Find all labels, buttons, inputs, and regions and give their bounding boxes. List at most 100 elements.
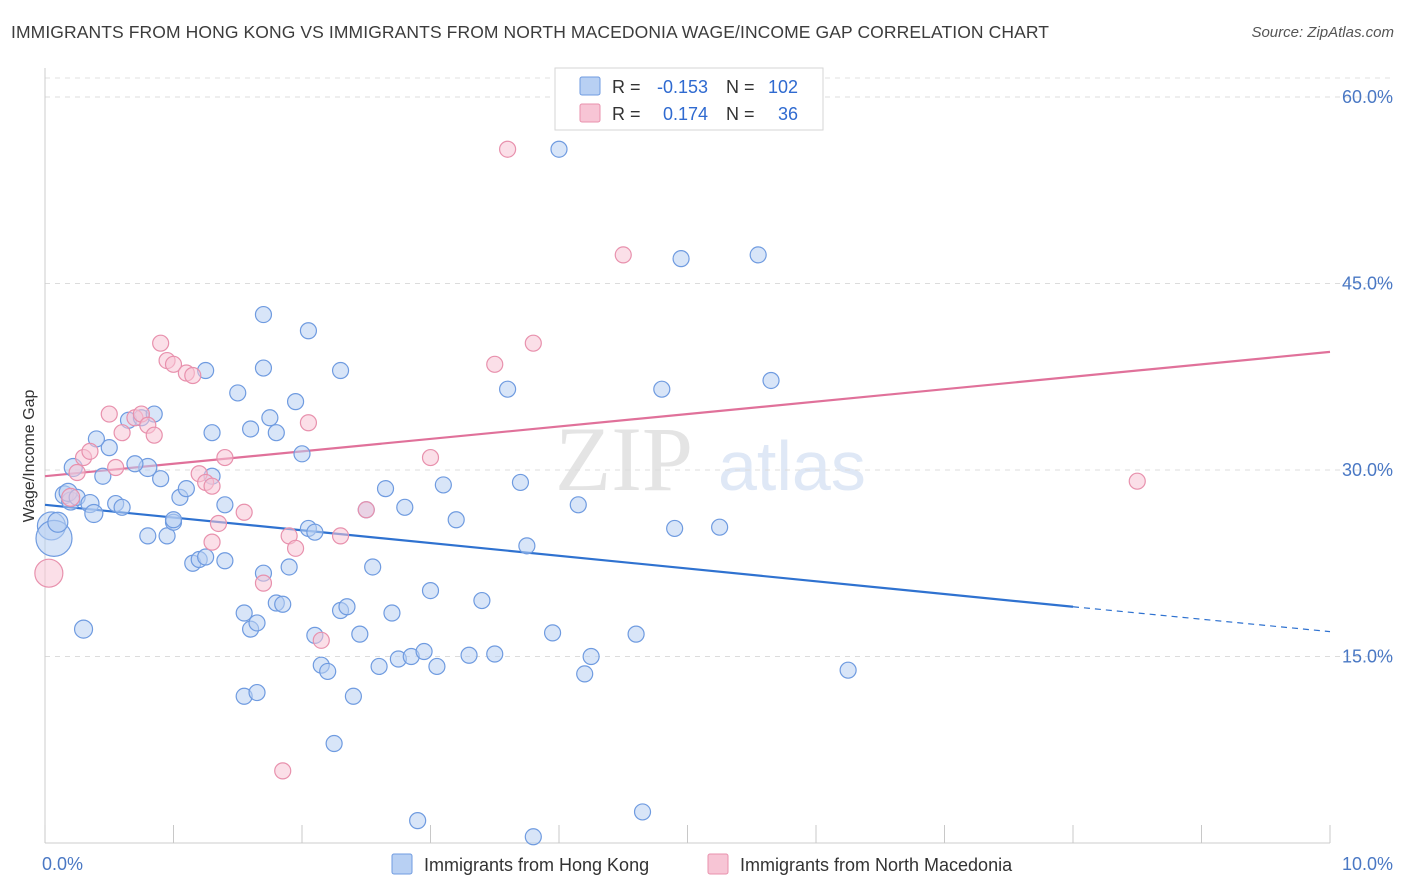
x-tick-label-min: 0.0% <box>42 854 83 874</box>
point-hong-kong <box>139 527 157 545</box>
bottom-legend-label-macedonia: Immigrants from North Macedonia <box>740 855 1013 875</box>
point-macedonia <box>81 442 99 460</box>
point-hong-kong <box>447 511 465 529</box>
point-hong-kong <box>499 380 517 398</box>
x-tick-labels: 0.0% 10.0% <box>42 854 1393 874</box>
point-hong-kong <box>839 661 857 679</box>
point-macedonia <box>209 514 228 533</box>
bottom-legend-swatch-hong-kong <box>391 853 413 875</box>
point-hong-kong <box>248 683 266 702</box>
point-hong-kong <box>569 496 587 514</box>
stats-legend: R = -0.153 N = 102 R = 0.174 N = 36 <box>554 67 824 131</box>
point-hong-kong <box>364 558 382 576</box>
point-macedonia <box>164 355 183 373</box>
point-macedonia <box>216 448 234 467</box>
point-macedonia <box>145 426 163 444</box>
point-macedonia <box>421 448 440 467</box>
point-hong-kong <box>242 420 260 438</box>
point-macedonia <box>524 334 542 352</box>
y-tick-label: 60.0% <box>1342 87 1393 107</box>
point-hong-kong <box>711 518 729 536</box>
y-tick-labels: 15.0% 30.0% 45.0% 60.0% <box>1342 87 1393 667</box>
point-hong-kong <box>749 246 767 264</box>
point-hong-kong <box>633 803 652 821</box>
point-hong-kong <box>280 558 298 576</box>
point-macedonia <box>286 539 305 557</box>
point-hong-kong <box>235 604 253 622</box>
point-hong-kong <box>113 498 131 516</box>
point-hong-kong <box>216 496 234 514</box>
point-macedonia <box>312 631 330 649</box>
y-tick-label: 30.0% <box>1342 460 1393 480</box>
point-hong-kong <box>248 614 266 632</box>
point-hong-kong <box>421 582 440 600</box>
point-hong-kong <box>267 424 285 442</box>
legend-r-value-2: 0.174 <box>663 104 708 124</box>
point-macedonia <box>68 463 86 482</box>
point-macedonia <box>331 527 350 545</box>
x-tick-label-max: 10.0% <box>1342 854 1393 874</box>
point-macedonia <box>486 355 504 373</box>
point-hong-kong <box>415 642 433 661</box>
chart-title: IMMIGRANTS FROM HONG KONG VS IMMIGRANTS … <box>11 22 1050 42</box>
legend-n-label-1: N = <box>726 77 755 97</box>
point-hong-kong <box>164 511 183 529</box>
legend-n-label-2: N = <box>726 104 755 124</box>
watermark-atlas: atlas <box>718 427 866 505</box>
point-hong-kong <box>319 662 337 681</box>
point-hong-kong <box>100 439 118 457</box>
point-hong-kong <box>550 140 568 158</box>
point-hong-kong <box>666 519 684 538</box>
point-hong-kong <box>254 359 273 377</box>
y-tick-label: 45.0% <box>1342 274 1393 294</box>
series-legend: Immigrants from Hong Kong Immigrants fro… <box>391 853 1013 875</box>
point-hong-kong <box>351 625 369 643</box>
point-macedonia <box>34 558 64 588</box>
point-hong-kong <box>47 511 69 533</box>
point-macedonia <box>499 140 517 158</box>
point-hong-kong <box>94 467 112 485</box>
point-hong-kong <box>653 380 671 398</box>
point-hong-kong <box>428 657 446 676</box>
point-macedonia <box>61 487 81 507</box>
point-hong-kong <box>376 480 395 498</box>
legend-r-label-1: R = <box>612 77 641 97</box>
point-hong-kong <box>762 371 780 390</box>
legend-n-value-2: 36 <box>778 104 798 124</box>
point-hong-kong <box>152 470 170 488</box>
point-hong-kong <box>84 503 104 524</box>
point-hong-kong <box>511 473 530 492</box>
point-hong-kong <box>344 687 362 705</box>
point-hong-kong <box>486 645 504 663</box>
point-hong-kong <box>293 445 311 463</box>
point-macedonia <box>184 366 202 385</box>
bottom-legend-label-hong-kong: Immigrants from Hong Kong <box>424 855 649 875</box>
data-points <box>34 140 1146 846</box>
watermark-zip: ZIP <box>555 408 693 510</box>
source-label: Source: ZipAtlas.com <box>1251 24 1394 41</box>
point-hong-kong <box>286 393 305 411</box>
bottom-legend-swatch-macedonia <box>707 853 729 875</box>
y-tick-label: 15.0% <box>1342 647 1393 667</box>
point-macedonia <box>274 762 292 780</box>
legend-r-value-1: -0.153 <box>657 77 708 97</box>
point-macedonia <box>100 405 118 423</box>
point-hong-kong <box>73 619 94 639</box>
point-macedonia <box>1128 472 1146 490</box>
point-hong-kong <box>229 384 247 402</box>
point-macedonia <box>299 414 318 432</box>
legend-r-label-2: R = <box>612 104 641 124</box>
point-hong-kong <box>460 646 478 664</box>
y-axis-label: Wage/Income Gap <box>21 390 38 523</box>
point-hong-kong <box>177 480 195 498</box>
point-hong-kong <box>576 665 594 683</box>
grid-lines <box>45 77 1390 657</box>
point-hong-kong <box>216 552 234 570</box>
point-hong-kong <box>518 537 536 555</box>
point-hong-kong <box>261 409 279 427</box>
trend-line-macedonia <box>44 350 1331 478</box>
point-hong-kong <box>331 361 350 380</box>
point-hong-kong <box>543 624 562 642</box>
point-macedonia <box>614 246 632 264</box>
